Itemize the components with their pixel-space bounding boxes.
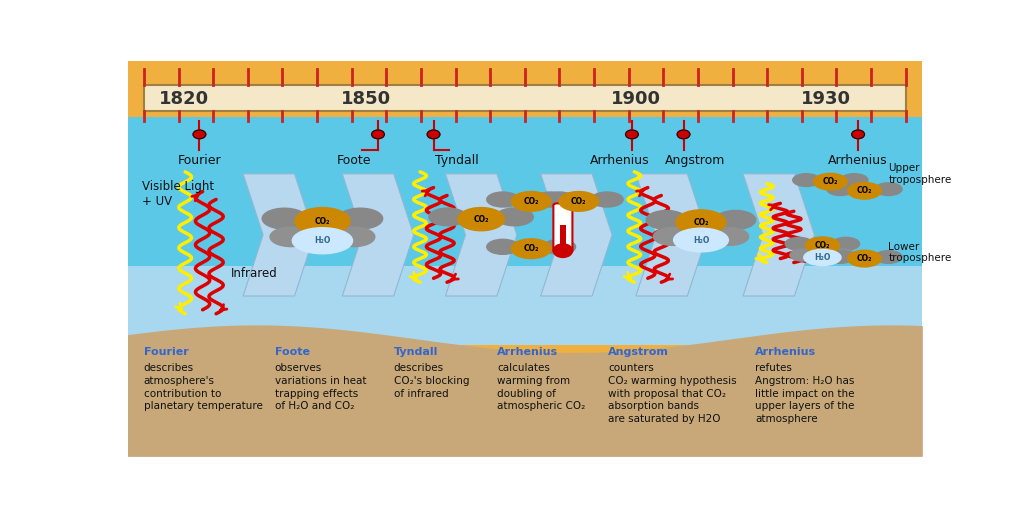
Ellipse shape	[674, 228, 728, 252]
Ellipse shape	[841, 174, 868, 186]
Ellipse shape	[262, 208, 307, 229]
Text: describes
atmosphere's
contribution to
planetary temperature: describes atmosphere's contribution to p…	[143, 363, 263, 412]
Bar	[560, 225, 566, 251]
Ellipse shape	[715, 210, 756, 229]
Polygon shape	[342, 174, 414, 296]
Text: CO₂: CO₂	[693, 218, 709, 227]
Polygon shape	[445, 174, 517, 296]
Ellipse shape	[826, 183, 854, 196]
Ellipse shape	[833, 238, 859, 250]
Text: Arrhenius: Arrhenius	[755, 347, 816, 357]
Ellipse shape	[486, 192, 519, 207]
Text: CO₂: CO₂	[815, 241, 830, 250]
Ellipse shape	[270, 227, 312, 247]
Ellipse shape	[333, 227, 375, 247]
Text: H₂O: H₂O	[693, 236, 710, 245]
Polygon shape	[243, 174, 314, 296]
Ellipse shape	[194, 130, 206, 139]
Ellipse shape	[553, 243, 573, 258]
Text: CO₂: CO₂	[857, 186, 872, 195]
Text: H₂O: H₂O	[814, 253, 830, 262]
Text: CO₂: CO₂	[473, 215, 488, 224]
Bar	[128, 117, 922, 345]
Ellipse shape	[646, 210, 687, 229]
Text: Fourier: Fourier	[143, 347, 188, 357]
Ellipse shape	[711, 228, 749, 245]
Ellipse shape	[429, 208, 467, 226]
Ellipse shape	[874, 250, 902, 263]
Text: CO₂: CO₂	[857, 254, 872, 263]
Ellipse shape	[804, 249, 841, 266]
Text: 1820: 1820	[159, 90, 209, 108]
Text: Angstrom: Angstrom	[666, 154, 726, 167]
Bar	[128, 266, 922, 345]
Ellipse shape	[785, 238, 813, 250]
Text: Fourier: Fourier	[177, 154, 221, 167]
Text: observes
variations in heat
trapping effects
of H₂O and CO₂: observes variations in heat trapping eff…	[274, 363, 367, 412]
Text: Angstrom: Angstrom	[608, 347, 669, 357]
Ellipse shape	[559, 191, 599, 211]
Ellipse shape	[848, 250, 882, 267]
Ellipse shape	[544, 239, 575, 254]
Text: Lower
troposphere: Lower troposphere	[888, 242, 951, 264]
Ellipse shape	[372, 130, 384, 139]
Text: 1900: 1900	[611, 90, 660, 108]
Ellipse shape	[338, 208, 383, 229]
Text: counters
CO₂ warming hypothesis
with proposal that CO₂
absorption bands
are satu: counters CO₂ warming hypothesis with pro…	[608, 363, 736, 424]
Text: refutes
Angstrom: H₂O has
little impact on the
upper layers of the
atmosphere: refutes Angstrom: H₂O has little impact …	[755, 363, 854, 424]
Ellipse shape	[295, 207, 350, 235]
Text: calculates
warming from
doubling of
atmospheric CO₂: calculates warming from doubling of atmo…	[497, 363, 586, 412]
Ellipse shape	[511, 239, 551, 259]
Text: Foote: Foote	[337, 154, 372, 167]
Text: Arrhenius: Arrhenius	[497, 347, 558, 357]
Ellipse shape	[458, 207, 505, 231]
Text: CO₂: CO₂	[822, 177, 838, 186]
FancyBboxPatch shape	[553, 203, 572, 252]
Ellipse shape	[852, 130, 864, 139]
Ellipse shape	[677, 130, 690, 139]
Ellipse shape	[791, 249, 816, 261]
Ellipse shape	[591, 192, 624, 207]
Ellipse shape	[848, 182, 882, 199]
Text: CO₂: CO₂	[314, 217, 330, 226]
Text: Arrhenius: Arrhenius	[590, 154, 650, 167]
Ellipse shape	[806, 237, 840, 254]
Text: describes
CO₂'s blocking
of infrared: describes CO₂'s blocking of infrared	[394, 363, 469, 399]
Ellipse shape	[496, 208, 534, 226]
Ellipse shape	[874, 183, 902, 196]
Ellipse shape	[813, 174, 847, 190]
Polygon shape	[541, 174, 612, 296]
Ellipse shape	[544, 192, 575, 207]
Polygon shape	[636, 174, 708, 296]
Text: CO₂: CO₂	[571, 197, 587, 206]
Ellipse shape	[676, 210, 726, 234]
Ellipse shape	[535, 192, 566, 207]
Text: Visible Light
+ UV: Visible Light + UV	[142, 180, 214, 207]
Ellipse shape	[828, 249, 855, 261]
Text: Upper
troposphere: Upper troposphere	[888, 163, 951, 185]
Text: CO₂: CO₂	[523, 197, 539, 206]
Text: H₂O: H₂O	[314, 236, 331, 245]
Ellipse shape	[793, 174, 820, 186]
Ellipse shape	[511, 191, 551, 211]
Text: 1850: 1850	[341, 90, 391, 108]
Bar	[143, 85, 906, 111]
Polygon shape	[743, 174, 814, 296]
Text: Tyndall: Tyndall	[435, 154, 479, 167]
Text: Arrhenius: Arrhenius	[828, 154, 888, 167]
Ellipse shape	[292, 228, 352, 254]
Text: Foote: Foote	[274, 347, 310, 357]
Ellipse shape	[826, 250, 854, 263]
Ellipse shape	[626, 130, 638, 139]
Ellipse shape	[486, 239, 519, 254]
Ellipse shape	[427, 130, 440, 139]
Ellipse shape	[653, 228, 691, 245]
Text: Infrared: Infrared	[231, 267, 278, 280]
Text: 1930: 1930	[802, 90, 851, 108]
Text: CO₂: CO₂	[523, 244, 539, 253]
Text: Tyndall: Tyndall	[394, 347, 438, 357]
